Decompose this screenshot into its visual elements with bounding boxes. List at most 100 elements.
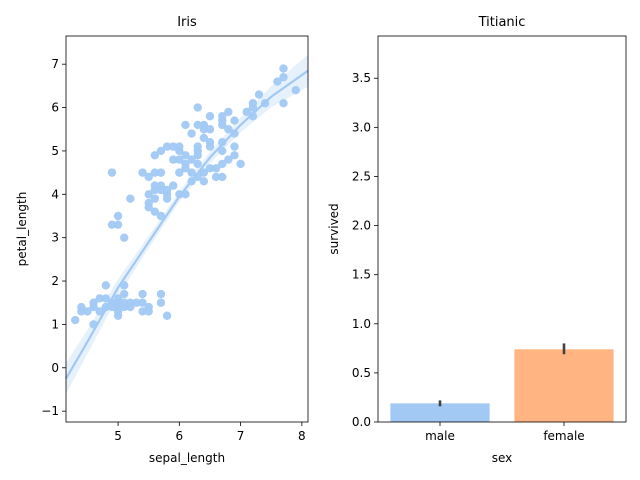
iris-data-point [218, 172, 227, 182]
iris-data-point [113, 294, 123, 303]
iris-data-point [101, 281, 111, 290]
iris-data-point [181, 151, 190, 160]
iris-scatter-points [70, 64, 300, 329]
iris-data-point [205, 112, 215, 121]
iris-data-point [138, 298, 147, 307]
iris-data-point [126, 298, 135, 307]
iris-data-point [254, 90, 264, 99]
iris-data-point [70, 315, 80, 325]
iris-data-point [199, 120, 209, 130]
iris-data-point [230, 151, 239, 160]
iris-data-point [156, 298, 166, 307]
iris-data-point [224, 155, 233, 164]
iris-data-point [242, 107, 251, 117]
iris-data-point [150, 168, 160, 177]
iris-x-tick-label: 7 [237, 429, 245, 443]
iris-panel: Iris 5 6 7 8 −1 0 1 2 3 4 5 6 7 sepal_length petal_… [15, 15, 309, 465]
iris-data-point [218, 112, 227, 121]
iris-data-point [162, 142, 172, 151]
titanic-y-tick-label: 1.0 [352, 317, 371, 331]
iris-x-axis-label: sepal_length [149, 451, 225, 465]
iris-data-point [248, 99, 258, 108]
titanic-y-tick-label: 1.5 [352, 268, 371, 282]
iris-data-point [120, 298, 129, 307]
iris-y-axis-label: petal_length [15, 192, 29, 267]
iris-data-point [77, 302, 86, 312]
titanic-title: Titianic [478, 15, 526, 30]
iris-data-point [230, 142, 239, 151]
titanic-y-axis-label: survived [327, 203, 341, 254]
iris-data-point [150, 194, 160, 203]
iris-data-point [156, 181, 166, 190]
iris-regression-line [65, 69, 309, 380]
iris-y-tick-label: 5 [51, 144, 59, 158]
iris-data-point [156, 289, 166, 299]
iris-data-point [193, 120, 202, 130]
iris-data-point [126, 194, 135, 203]
iris-data-point [150, 151, 160, 160]
iris-data-point [138, 307, 147, 316]
iris-data-point [291, 86, 300, 95]
iris-data-point [205, 164, 215, 173]
iris-data-point [218, 146, 227, 156]
iris-data-point [187, 129, 196, 138]
iris-data-point [169, 142, 178, 151]
iris-data-point [113, 220, 123, 229]
iris-data-point [107, 220, 117, 229]
iris-data-point [113, 211, 123, 221]
iris-data-point [138, 289, 147, 299]
iris-y-ticks: −1 0 1 2 3 4 5 6 7 [41, 57, 66, 418]
iris-data-point [279, 99, 288, 108]
iris-data-point [144, 190, 153, 199]
titanic-y-tick-label: 3.0 [352, 120, 371, 134]
iris-data-point [120, 289, 129, 299]
iris-data-point [132, 298, 141, 307]
iris-data-point [193, 142, 202, 151]
iris-data-point [279, 64, 288, 73]
titanic-y-tick-label: 2.0 [352, 219, 371, 233]
iris-y-tick-label: 3 [51, 231, 59, 245]
titanic-y-tick-label: 0.0 [352, 415, 371, 429]
iris-data-point [224, 125, 233, 134]
titanic-bar-male [390, 403, 490, 422]
titanic-bars [390, 349, 614, 422]
iris-data-point [169, 181, 178, 190]
iris-data-point [95, 307, 104, 316]
iris-data-point [187, 168, 196, 177]
iris-y-tick-label: 7 [51, 57, 59, 71]
titanic-x-ticks: male female [425, 422, 585, 443]
iris-data-point [205, 125, 215, 134]
titanic-x-tick-label: male [425, 429, 455, 443]
iris-x-tick-label: 8 [298, 429, 306, 443]
titanic-y-tick-label: 0.5 [352, 366, 371, 380]
titanic-axes-frame [377, 35, 627, 423]
titanic-y-tick-label: 2.5 [352, 169, 371, 183]
iris-data-point [236, 159, 245, 169]
iris-data-point [181, 159, 190, 169]
iris-data-point [120, 233, 129, 242]
iris-data-point [230, 129, 239, 138]
iris-data-point [273, 77, 282, 86]
iris-data-point [156, 168, 166, 177]
iris-y-tick-label: 4 [51, 187, 59, 201]
iris-y-tick-label: 0 [51, 361, 59, 375]
iris-data-point [199, 133, 209, 143]
iris-y-tick-label: 2 [51, 274, 59, 288]
iris-data-point [175, 155, 184, 164]
iris-data-point [211, 164, 221, 173]
iris-axes-frame [65, 35, 309, 423]
iris-data-point [144, 198, 153, 208]
titanic-panel: Titianic male female 0.0 0.5 1.0 1.5 2.0 2.5 3.… [327, 15, 627, 465]
titanic-error-bars [438, 343, 566, 407]
iris-data-point [187, 155, 196, 164]
iris-data-point [150, 181, 160, 190]
iris-data-point [181, 120, 190, 130]
iris-data-point [205, 138, 215, 147]
iris-data-point [224, 107, 233, 117]
iris-data-point [95, 294, 104, 303]
iris-x-tick-label: 5 [114, 429, 122, 443]
titanic-x-tick-label: female [543, 429, 584, 443]
iris-data-point [156, 211, 166, 221]
iris-data-point [156, 146, 166, 156]
